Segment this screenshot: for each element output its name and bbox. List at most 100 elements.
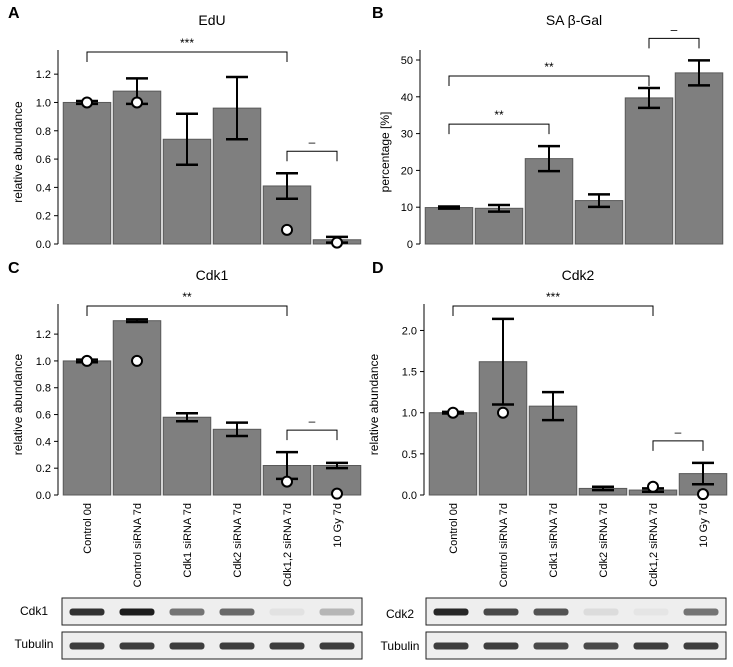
significance-label: – [675,425,682,439]
error-bar-5 [638,86,660,110]
y-axis-label: relative abundance [367,353,381,455]
blot-band-3 [533,642,569,650]
blot-frame [61,597,363,626]
y-axis-label: relative abundance [11,101,25,203]
x-category-label: Cdk2 siRNA 7d [598,503,610,578]
y-tick-label: 0.8 [36,383,51,395]
chart-panel-d: D Cdk2 relative abundance 0.0 0.5 1.0 1.5 2.0 **… [367,260,728,587]
x-category-label: Cdk2 siRNA 7d [232,503,244,578]
bracket-line [448,123,550,135]
bar-4 [212,428,262,496]
blot-band-1 [69,642,105,650]
y-tick-label: 0.0 [36,239,51,251]
error-bar-5 [276,171,298,200]
bar-2 [474,207,524,245]
y-tick-label: 2.0 [402,325,417,337]
error-bar-6 [326,461,348,470]
significance-bracket-3: – [648,22,700,49]
y-tick-label: 0.6 [36,410,51,422]
y-tick-label: 1.2 [36,69,51,81]
blot-frame [425,631,727,660]
bar-2 [112,90,162,245]
y-tick-label: 1.5 [402,367,417,379]
blot-label: Tubulin [15,637,54,651]
blot-band-6 [683,642,719,650]
data-point-1 [81,354,93,367]
data-point-6 [331,487,343,500]
blot-frame [425,597,727,626]
y-tick-label: 10 [401,202,413,214]
x-category-label: 10 Gy 7d [698,503,710,548]
significance-bracket-2: – [286,414,338,441]
error-bar-4 [226,421,248,438]
x-category-label: Cdk1,2 siRNA 7d [282,503,294,587]
chart-title: Cdk1 [196,267,229,283]
bar-3 [162,416,212,496]
x-category-label: Control 0d [82,503,94,554]
blot-row-4: Tubulin [381,631,727,660]
data-point-5 [281,223,293,236]
bracket-line [286,150,338,162]
blot-row-2: Tubulin [15,631,363,660]
blot-band-4 [583,608,619,616]
error-bar-3 [176,411,198,423]
error-bar-3 [176,112,198,166]
y-tick-label: 0.5 [402,449,417,461]
significance-bracket-1: ** [86,290,288,316]
error-bar-4 [226,75,248,141]
y-tick-label: 1.0 [402,408,417,420]
western-blots: Cdk1 Tubulin Cdk2 Tubulin [15,597,727,660]
x-category-label: Cdk1,2 siRNA 7d [648,503,660,587]
chart-title: EdU [198,12,225,28]
y-tick-label: 20 [401,165,413,177]
blot-band-2 [119,608,155,616]
blot-band-4 [219,608,255,616]
significance-label: – [309,135,316,149]
significance-label: – [671,22,678,36]
bar-4 [574,200,624,245]
y-tick-label: 0.4 [36,182,51,194]
panel-letter: A [8,5,20,22]
data-point-1 [81,96,93,109]
blot-row-1: Cdk1 [20,597,363,626]
blot-band-3 [169,642,205,650]
blot-band-3 [533,608,569,616]
significance-bracket-2: ** [448,60,650,86]
significance-label: – [309,414,316,428]
significance-label: *** [180,36,194,50]
bar-1 [428,412,478,496]
data-point-2 [131,354,143,367]
blot-band-3 [169,608,205,616]
error-bar-1 [438,205,460,210]
blot-band-5 [269,642,305,650]
bracket-line [648,37,700,49]
y-tick-label: 1.2 [36,329,51,341]
significance-label: ** [182,290,192,304]
data-point-2 [131,96,143,109]
error-bar-2 [126,318,148,324]
y-tick-label: 0.8 [36,126,51,138]
bracket-line [86,51,288,62]
bracket-line [652,440,704,451]
significance-label: ** [544,60,554,74]
blot-band-5 [633,608,669,616]
significance-bracket-1: ** [448,108,550,135]
y-tick-label: 0.0 [36,490,51,502]
x-category-label: Control siRNA 7d [498,503,510,587]
data-point-5 [281,475,293,488]
y-tick-label: 50 [401,55,413,67]
blot-frame [61,631,363,660]
bar-3 [524,158,574,245]
blot-band-2 [483,642,519,650]
blot-band-1 [433,608,469,616]
significance-bracket-2: – [286,135,338,162]
panel-letter: D [372,260,384,277]
significance-label: *** [546,290,560,304]
error-bar-4 [592,485,614,492]
bracket-line [448,75,650,86]
error-bar-6 [692,461,714,486]
chart-title: Cdk2 [562,267,595,283]
data-point-5 [647,480,659,493]
blot-band-6 [683,608,719,616]
